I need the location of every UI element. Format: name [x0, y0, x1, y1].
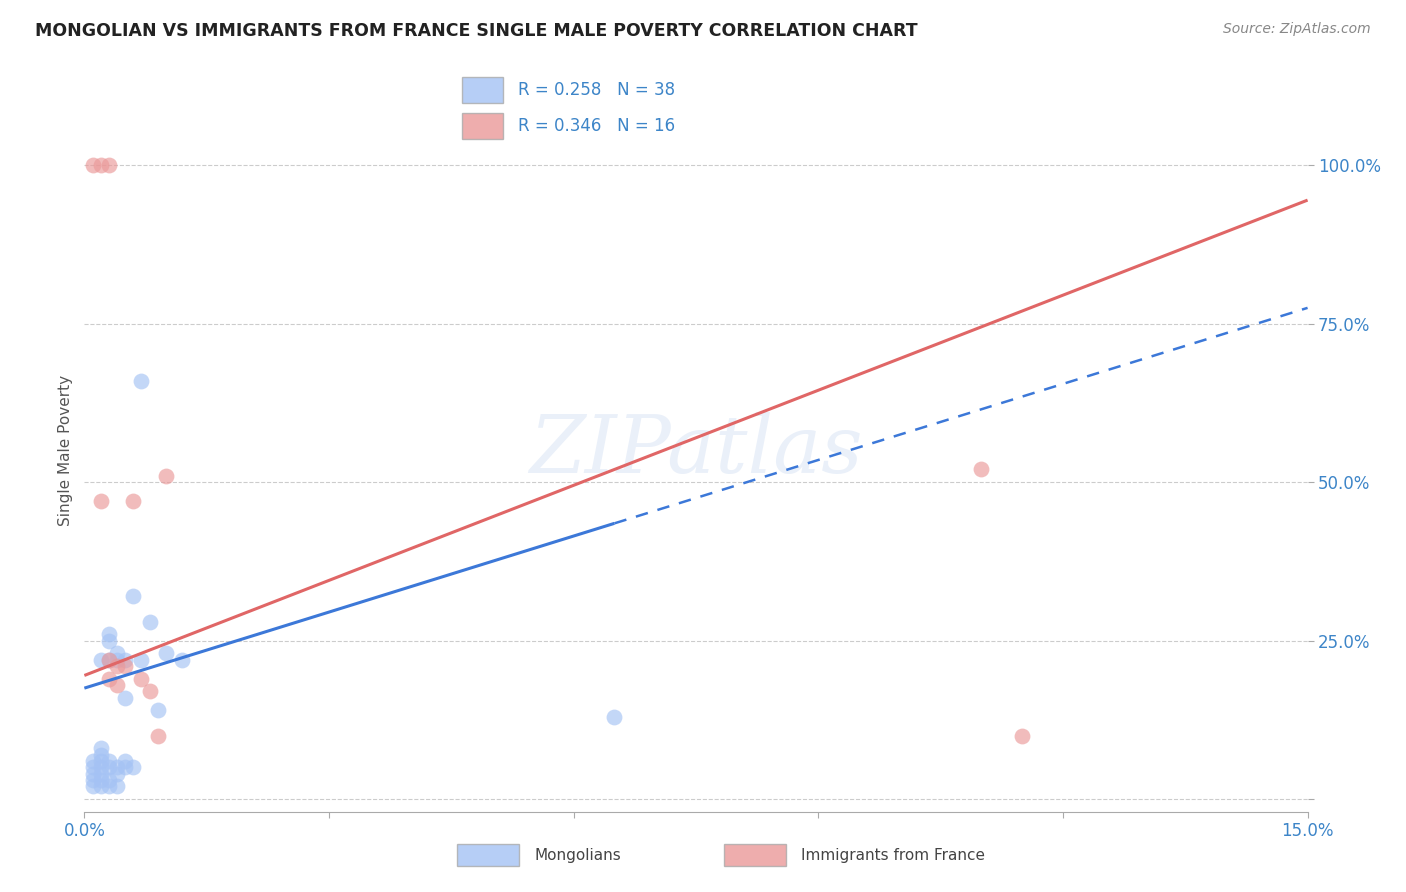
- Point: [131, 374, 153, 388]
- Point: [105, 760, 128, 774]
- Point: [114, 754, 136, 768]
- Point: [122, 494, 145, 508]
- Point: [105, 766, 128, 780]
- Text: MONGOLIAN VS IMMIGRANTS FROM FRANCE SINGLE MALE POVERTY CORRELATION CHART: MONGOLIAN VS IMMIGRANTS FROM FRANCE SING…: [35, 22, 918, 40]
- Point: [82, 766, 104, 780]
- Point: [146, 729, 169, 743]
- Point: [97, 754, 120, 768]
- Point: [82, 772, 104, 787]
- Point: [172, 652, 194, 666]
- Point: [90, 747, 112, 762]
- FancyBboxPatch shape: [463, 113, 502, 139]
- Point: [90, 780, 112, 794]
- Point: [97, 652, 120, 666]
- Point: [114, 652, 136, 666]
- Point: [105, 659, 128, 673]
- Y-axis label: Single Male Poverty: Single Male Poverty: [58, 375, 73, 526]
- Point: [105, 646, 128, 660]
- Point: [114, 659, 136, 673]
- Point: [90, 754, 112, 768]
- Text: ZIPatlas: ZIPatlas: [529, 412, 863, 489]
- Text: Immigrants from France: Immigrants from France: [801, 848, 986, 863]
- Point: [97, 627, 120, 641]
- Text: R = 0.346   N = 16: R = 0.346 N = 16: [517, 117, 675, 135]
- Point: [131, 652, 153, 666]
- Text: Mongolians: Mongolians: [534, 848, 621, 863]
- Text: R = 0.258   N = 38: R = 0.258 N = 38: [517, 81, 675, 99]
- Point: [105, 678, 128, 692]
- Point: [82, 760, 104, 774]
- Point: [97, 772, 120, 787]
- Point: [90, 760, 112, 774]
- Point: [122, 760, 145, 774]
- Point: [97, 760, 120, 774]
- Point: [122, 589, 145, 603]
- Point: [603, 709, 626, 723]
- Point: [146, 703, 169, 717]
- Point: [114, 690, 136, 705]
- Point: [155, 468, 177, 483]
- Point: [97, 672, 120, 686]
- Point: [82, 754, 104, 768]
- Point: [970, 462, 993, 476]
- Point: [90, 766, 112, 780]
- Point: [1011, 729, 1033, 743]
- Point: [105, 780, 128, 794]
- Point: [114, 760, 136, 774]
- Point: [82, 158, 104, 172]
- Point: [90, 652, 112, 666]
- Point: [90, 158, 112, 172]
- Point: [82, 780, 104, 794]
- Point: [97, 652, 120, 666]
- Point: [90, 494, 112, 508]
- Point: [105, 652, 128, 666]
- Point: [155, 646, 177, 660]
- Point: [97, 633, 120, 648]
- Point: [97, 158, 120, 172]
- Point: [138, 615, 160, 629]
- Point: [90, 772, 112, 787]
- Point: [131, 672, 153, 686]
- Point: [90, 741, 112, 756]
- Text: Source: ZipAtlas.com: Source: ZipAtlas.com: [1223, 22, 1371, 37]
- Point: [138, 684, 160, 698]
- FancyBboxPatch shape: [463, 78, 502, 103]
- Point: [97, 780, 120, 794]
